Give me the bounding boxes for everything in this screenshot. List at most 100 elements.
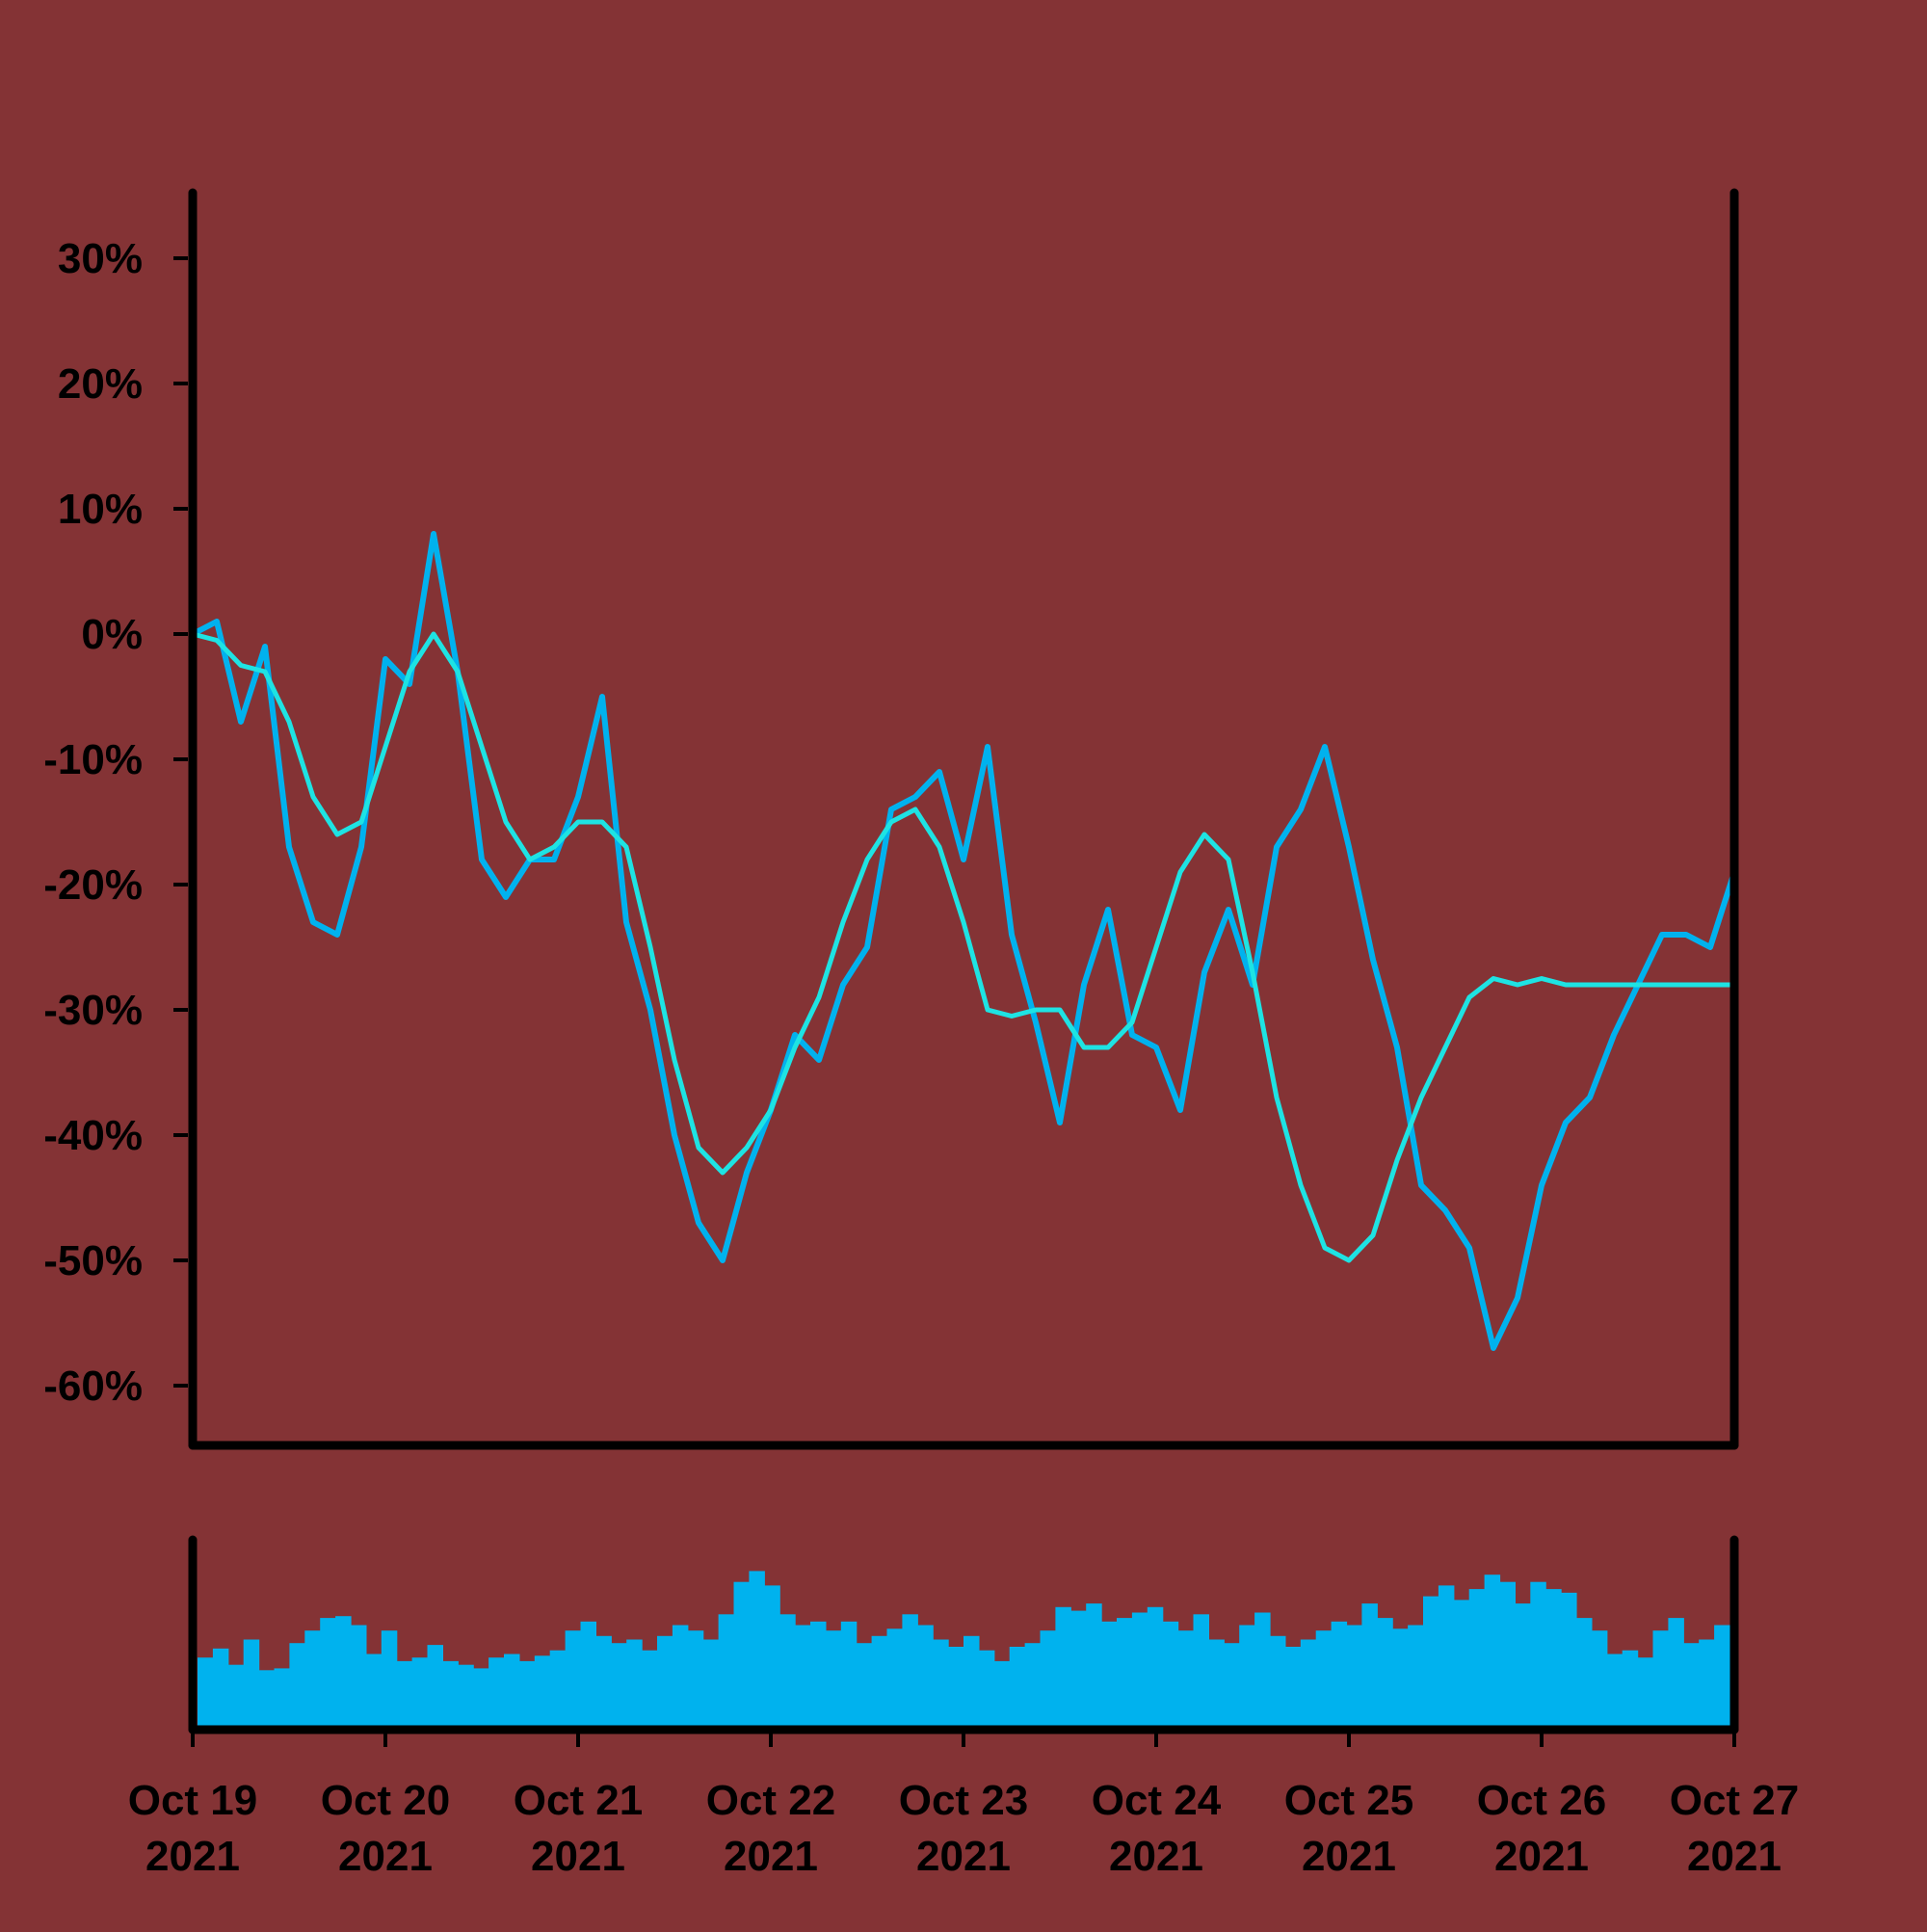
volume-bar — [795, 1625, 811, 1730]
volume-bar — [1683, 1643, 1700, 1730]
volume-bar — [1254, 1612, 1271, 1730]
volume-bar — [1346, 1625, 1362, 1730]
volume-bar — [933, 1639, 949, 1730]
x-tick-label-year: 2021 — [1494, 1833, 1589, 1880]
volume-bar — [1147, 1606, 1164, 1730]
moving-average-line — [190, 631, 1737, 1263]
volume-bar — [1392, 1628, 1409, 1730]
volume-bar — [473, 1668, 489, 1730]
volume-bar — [565, 1630, 582, 1731]
x-tick-label-year: 2021 — [531, 1833, 625, 1880]
volume-bar — [1208, 1639, 1225, 1730]
volume-bar — [687, 1630, 704, 1731]
volume-bar — [993, 1660, 1011, 1730]
volume-bar — [948, 1647, 964, 1730]
y-tick-label: -60% — [43, 1363, 143, 1410]
volume-bar — [1468, 1589, 1486, 1730]
volume-bar — [411, 1657, 429, 1730]
y-tick-label: 0% — [81, 611, 143, 658]
volume-bar — [1606, 1654, 1623, 1730]
volume-bar — [856, 1643, 873, 1730]
volume-bar — [1331, 1621, 1348, 1730]
volume-bar — [304, 1630, 321, 1731]
volume-bar — [534, 1655, 551, 1730]
volume-bar — [840, 1621, 858, 1730]
volume-bar — [1101, 1621, 1118, 1730]
volume-bar — [978, 1650, 995, 1730]
volume-bar — [1224, 1643, 1240, 1730]
volume-bar — [549, 1650, 567, 1730]
x-tick-label-date: Oct 26 — [1477, 1777, 1607, 1824]
volume-bar — [442, 1660, 459, 1730]
volume-bar — [718, 1614, 735, 1730]
x-tick-label-year: 2021 — [145, 1833, 240, 1880]
y-tick-label: -50% — [43, 1237, 143, 1284]
volume-bar — [580, 1621, 596, 1730]
y-tick-label: 10% — [58, 486, 143, 533]
volume-bar — [1284, 1647, 1302, 1730]
volume-bar — [825, 1630, 842, 1731]
volume-bar — [1530, 1581, 1546, 1730]
volume-bar — [243, 1639, 260, 1730]
volume-bar — [1300, 1639, 1317, 1730]
volume-bar — [427, 1645, 443, 1730]
x-tick-label-year: 2021 — [916, 1833, 1011, 1880]
x-tick-label-year: 2021 — [724, 1833, 818, 1880]
y-tick-label: 20% — [58, 360, 143, 408]
volume-bar — [779, 1614, 796, 1730]
volume-bar — [198, 1657, 214, 1730]
y-tick-label: -20% — [43, 861, 143, 909]
volume-bar — [1652, 1630, 1669, 1731]
x-tick-label-year: 2021 — [1109, 1833, 1203, 1880]
volume-bar — [227, 1664, 245, 1730]
volume-bar — [381, 1630, 398, 1731]
volume-bar — [1637, 1657, 1654, 1730]
x-axis-labels: Oct 19 2021 Oct 20 2021 Oct 21 2021 Oct 22 2021… — [128, 1734, 1799, 1880]
volume-bar — [351, 1625, 367, 1730]
volume-bar — [1499, 1581, 1516, 1730]
volume-bar — [258, 1670, 276, 1730]
volume-bar — [611, 1643, 627, 1730]
x-tick-label-date: Oct 24 — [1092, 1777, 1222, 1824]
volume-bar — [595, 1635, 612, 1730]
x-tick-label-date: Oct 19 — [128, 1777, 258, 1824]
volume-bar — [1423, 1596, 1439, 1730]
volume-panel — [188, 1535, 1739, 1734]
volume-bar — [810, 1621, 827, 1730]
volume-bar — [518, 1660, 536, 1730]
y-tick-label: -30% — [43, 987, 143, 1034]
volume-bar — [335, 1616, 352, 1730]
volume-bar — [626, 1639, 643, 1730]
volume-bar — [1239, 1625, 1255, 1730]
volume-bar — [764, 1585, 780, 1730]
volume-bar — [702, 1639, 720, 1730]
volume-bar — [1315, 1630, 1333, 1731]
volume-bar — [320, 1618, 336, 1730]
volume-bar — [1024, 1643, 1042, 1730]
volume-bar — [1055, 1606, 1071, 1730]
x-tick-label-date: Oct 25 — [1284, 1777, 1414, 1824]
volume-bar — [1576, 1618, 1593, 1730]
volume-bar — [1361, 1603, 1378, 1730]
volume-bar — [289, 1643, 305, 1730]
price-panel: 30% 20% 10% 0% -10% -20% -30% -40% -50% -60% — [43, 188, 1739, 1450]
price-series-line — [190, 531, 1737, 1351]
volume-bar — [1453, 1600, 1470, 1730]
y-tick-label: 30% — [58, 235, 143, 282]
x-tick-label-date: Oct 21 — [514, 1777, 644, 1824]
volume-bar — [1438, 1585, 1455, 1730]
volume-bar — [1714, 1625, 1730, 1730]
volume-bar — [749, 1571, 765, 1730]
volume-bar — [1377, 1618, 1393, 1730]
volume-bar — [1162, 1621, 1179, 1730]
volume-bar — [1622, 1650, 1639, 1730]
volume-bar — [657, 1635, 673, 1730]
volume-bar — [1668, 1618, 1684, 1730]
volume-bar — [504, 1654, 520, 1730]
volume-bar — [886, 1628, 903, 1730]
volume-bar — [1515, 1603, 1531, 1730]
volume-bar — [1591, 1630, 1608, 1731]
volume-bar — [733, 1581, 750, 1730]
y-tick-label: -10% — [43, 736, 143, 783]
